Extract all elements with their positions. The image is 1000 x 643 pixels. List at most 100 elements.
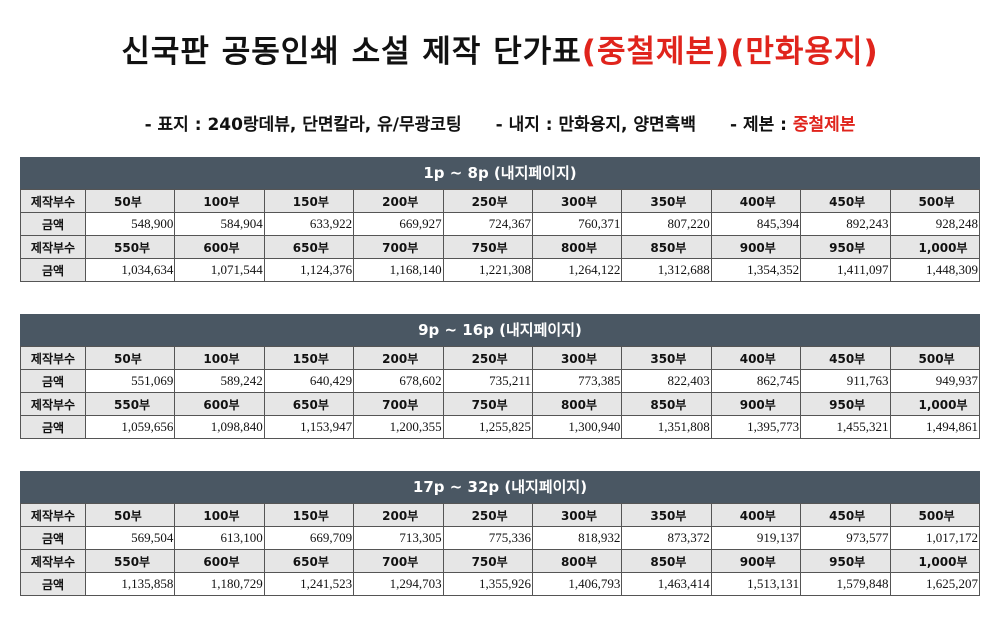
quantity-cell: 850부 — [621, 549, 712, 573]
quantity-cell: 150부 — [263, 189, 355, 213]
price-cell: 589,242 — [174, 369, 265, 393]
price-cell: 1,448,309 — [889, 258, 981, 282]
price-cell: 669,927 — [353, 212, 444, 236]
quantity-row: 제작부수 550부 600부 650부 700부 750부 800부 850부 900부 950부… — [20, 549, 981, 573]
quantity-cell: 350부 — [621, 503, 712, 527]
price-cell: 1,059,656 — [84, 415, 176, 439]
price-cell: 1,354,352 — [710, 258, 802, 282]
quantity-cell: 950부 — [800, 235, 891, 259]
price-cell: 1,494,861 — [889, 415, 981, 439]
quantity-cell: 400부 — [710, 503, 802, 527]
price-cell: 760,371 — [531, 212, 623, 236]
price-cell: 724,367 — [442, 212, 533, 236]
quantity-label: 제작부수 — [20, 189, 86, 213]
price-table: 제작부수 50부 100부 150부 200부 250부 300부 350부 400부 450부 5… — [20, 189, 981, 282]
price-cell: 1,255,825 — [442, 415, 533, 439]
quantity-cell: 800부 — [531, 392, 623, 416]
quantity-row: 제작부수 50부 100부 150부 200부 250부 300부 350부 400부 450부 5… — [20, 189, 981, 213]
price-cell: 1,071,544 — [174, 258, 265, 282]
price-cell: 1,351,808 — [621, 415, 712, 439]
price-cell: 775,336 — [442, 526, 533, 550]
price-cell: 928,248 — [889, 212, 981, 236]
price-cell: 873,372 — [621, 526, 712, 550]
quantity-cell: 800부 — [531, 235, 623, 259]
quantity-label: 제작부수 — [20, 503, 86, 527]
quantity-cell: 450부 — [800, 346, 891, 370]
price-row: 금액 1,059,656 1,098,840 1,153,947 1,200,355 1,… — [20, 415, 981, 439]
price-table: 제작부수 50부 100부 150부 200부 250부 300부 350부 400부 450부 5… — [20, 346, 981, 439]
price-cell: 1,180,729 — [174, 572, 265, 596]
price-cell: 1,300,940 — [531, 415, 623, 439]
price-cell: 1,579,848 — [800, 572, 891, 596]
spec-cover: - 표지 : 240랑데뷰, 단면칼라, 유/무광코팅 — [144, 115, 462, 135]
price-section: 17p ~ 32p (내지페이지) 제작부수 50부 100부 150부 200부 250부… — [20, 471, 981, 596]
quantity-cell: 550부 — [84, 392, 176, 416]
quantity-label: 제작부수 — [20, 346, 86, 370]
quantity-row: 제작부수 550부 600부 650부 700부 750부 800부 850부 900부 950부… — [20, 392, 981, 416]
quantity-cell: 50부 — [84, 346, 176, 370]
quantity-cell: 900부 — [710, 549, 802, 573]
price-cell: 1,455,321 — [800, 415, 891, 439]
price-cell: 919,137 — [710, 526, 802, 550]
quantity-cell: 200부 — [353, 503, 444, 527]
quantity-cell: 650부 — [263, 549, 355, 573]
quantity-cell: 150부 — [263, 346, 355, 370]
price-cell: 669,709 — [263, 526, 355, 550]
price-table: 제작부수 50부 100부 150부 200부 250부 300부 350부 400부 450부 5… — [20, 503, 981, 596]
price-cell: 1,264,122 — [531, 258, 623, 282]
price-cell: 1,513,131 — [710, 572, 802, 596]
price-row: 금액 1,135,858 1,180,729 1,241,523 1,294,703 1,… — [20, 572, 981, 596]
quantity-cell: 1,000부 — [889, 235, 981, 259]
quantity-label: 제작부수 — [20, 549, 86, 573]
quantity-cell: 850부 — [621, 235, 712, 259]
quantity-row: 제작부수 550부 600부 650부 700부 750부 800부 850부 900부 950부… — [20, 235, 981, 259]
price-cell: 551,069 — [84, 369, 176, 393]
quantity-cell: 900부 — [710, 392, 802, 416]
quantity-cell: 500부 — [889, 189, 981, 213]
quantity-cell: 700부 — [353, 392, 444, 416]
price-cell: 640,429 — [263, 369, 355, 393]
quantity-cell: 850부 — [621, 392, 712, 416]
price-cell: 773,385 — [531, 369, 623, 393]
quantity-cell: 400부 — [710, 346, 802, 370]
section-header: 9p ~ 16p (내지페이지) — [20, 314, 980, 346]
quantity-cell: 750부 — [442, 235, 533, 259]
quantity-cell: 750부 — [442, 392, 533, 416]
title-highlight: (중철제본)(만화용지) — [581, 34, 879, 70]
price-section: 9p ~ 16p (내지페이지) 제작부수 50부 100부 150부 200부 250부 3… — [20, 314, 981, 439]
quantity-cell: 200부 — [353, 346, 444, 370]
quantity-cell: 600부 — [174, 549, 265, 573]
price-cell: 584,904 — [174, 212, 265, 236]
price-row: 금액 1,034,634 1,071,544 1,124,376 1,168,140 1,… — [20, 258, 981, 282]
quantity-cell: 50부 — [84, 503, 176, 527]
price-cell: 1,241,523 — [263, 572, 355, 596]
page-title: 신국판 공동인쇄 소설 제작 단가표(중철제본)(만화용지) — [0, 26, 1000, 71]
price-cell: 1,200,355 — [353, 415, 444, 439]
price-cell: 1,463,414 — [621, 572, 712, 596]
quantity-cell: 750부 — [442, 549, 533, 573]
quantity-row: 제작부수 50부 100부 150부 200부 250부 300부 350부 400부 450부 5… — [20, 346, 981, 370]
price-cell: 818,932 — [531, 526, 623, 550]
quantity-label: 제작부수 — [20, 392, 86, 416]
quantity-cell: 100부 — [174, 189, 265, 213]
price-label: 금액 — [20, 526, 86, 550]
quantity-cell: 550부 — [84, 549, 176, 573]
price-cell: 1,221,308 — [442, 258, 533, 282]
quantity-cell: 250부 — [442, 503, 533, 527]
quantity-cell: 250부 — [442, 346, 533, 370]
section-header: 1p ~ 8p (내지페이지) — [20, 157, 980, 189]
quantity-cell: 300부 — [531, 189, 623, 213]
price-cell: 1,312,688 — [621, 258, 712, 282]
price-cell: 678,602 — [353, 369, 444, 393]
price-cell: 1,294,703 — [353, 572, 444, 596]
price-label: 금액 — [20, 415, 86, 439]
price-cell: 1,017,172 — [889, 526, 981, 550]
spec-binding-value: 중철제본 — [792, 115, 856, 135]
price-cell: 735,211 — [442, 369, 533, 393]
quantity-cell: 450부 — [800, 189, 891, 213]
price-label: 금액 — [20, 369, 86, 393]
quantity-cell: 550부 — [84, 235, 176, 259]
price-cell: 1,406,793 — [531, 572, 623, 596]
price-cell: 949,937 — [889, 369, 981, 393]
price-cell: 1,034,634 — [84, 258, 176, 282]
